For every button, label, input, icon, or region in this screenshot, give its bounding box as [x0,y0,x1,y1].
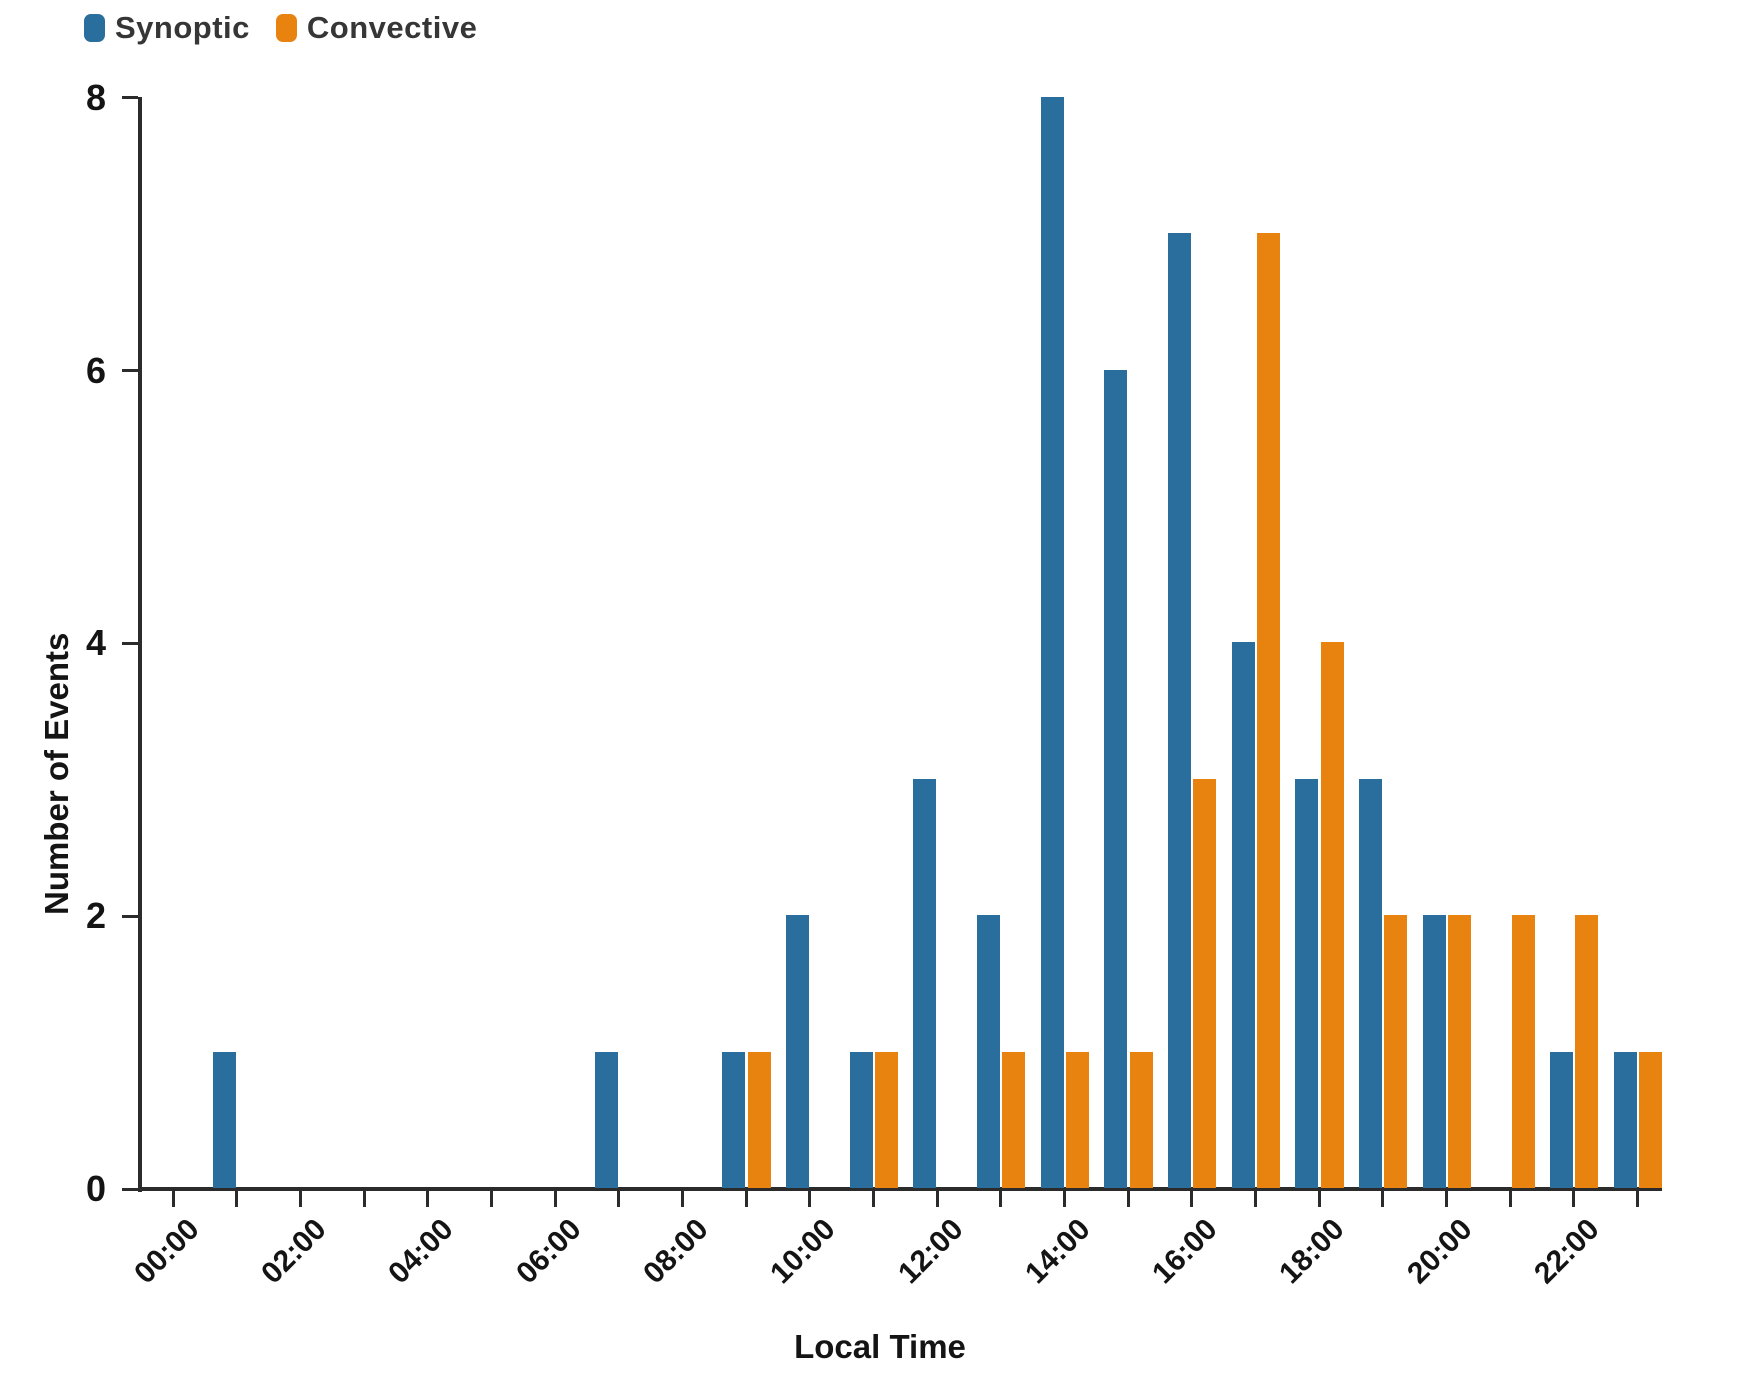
bar-convective-17:00 [1257,233,1281,1188]
y-tick-label: 6 [85,349,106,391]
bar-synoptic-01:00 [213,1051,237,1188]
y-tick-label: 0 [85,1168,106,1209]
legend-item-convective: Convective [275,10,478,46]
bar-synoptic-07:00 [595,1051,619,1188]
x-tick [808,1191,812,1207]
x-tick-label: 00:00 [127,1212,206,1291]
x-tick-label: 22:00 [1528,1212,1606,1291]
y-tick-label: 8 [85,76,106,118]
x-tick [617,1191,621,1207]
x-tick-label: 08:00 [636,1212,715,1291]
bar-synoptic-23:00 [1613,1051,1637,1188]
x-tick-label: 16:00 [1146,1212,1224,1291]
x-tick-label: 14:00 [1018,1212,1097,1291]
bar-convective-19:00 [1384,915,1408,1188]
x-tick-label: 04:00 [382,1212,460,1291]
bar-convective-20:00 [1448,915,1471,1188]
bar-synoptic-13:00 [977,915,1001,1188]
bar-convective-14:00 [1066,1051,1090,1188]
x-tick [1381,1191,1385,1207]
x-tick [744,1191,748,1207]
y-axis-line [138,97,142,1192]
x-tick [935,1191,939,1207]
bar-convective-13:00 [1002,1051,1026,1188]
bar-convective-22:00 [1575,915,1599,1188]
bar-synoptic-15:00 [1104,369,1128,1188]
legend-label-convective: Convective [306,10,478,45]
bar-convective-09:00 [747,1051,771,1188]
legend-label-synoptic: Synoptic [115,10,250,45]
x-tick [426,1191,430,1207]
x-tick [1572,1191,1576,1207]
x-tick [553,1191,557,1207]
bar-convective-11:00 [875,1051,899,1188]
x-tick-label: 20:00 [1400,1212,1479,1291]
y-tick [122,369,138,373]
bar-synoptic-09:00 [722,1051,746,1188]
bar-convective-18:00 [1320,642,1344,1188]
bar-convective-15:00 [1129,1051,1153,1188]
x-tick [1508,1191,1512,1207]
x-tick [235,1191,239,1207]
y-tick [122,641,138,645]
y-tick-label: 4 [85,622,106,664]
bar-convective-21:00 [1511,915,1535,1188]
x-axis-line [138,1187,1662,1191]
x-tick [362,1191,366,1207]
x-tick-label: 02:00 [254,1212,333,1291]
y-tick-label: 2 [85,895,106,937]
legend-item-synoptic: Synoptic [84,10,250,46]
x-tick [1635,1191,1639,1207]
y-axis-title: Number of Events [38,632,75,915]
x-tick [872,1191,876,1207]
bar-synoptic-19:00 [1359,778,1383,1188]
bar-synoptic-11:00 [849,1051,873,1188]
x-tick [1254,1191,1258,1207]
x-tick [999,1191,1003,1207]
x-tick-label: 10:00 [764,1212,842,1291]
y-tick [122,914,138,918]
y-tick [122,96,138,100]
bar-synoptic-18:00 [1295,778,1319,1188]
bar-synoptic-16:00 [1168,233,1192,1188]
x-tick [1445,1191,1448,1207]
x-tick [1317,1191,1321,1207]
bar-convective-23:00 [1638,1051,1662,1188]
convective-swatch-icon [275,14,297,42]
legend: Synoptic Convective [84,10,491,46]
x-tick [299,1191,303,1207]
bar-synoptic-17:00 [1231,642,1255,1188]
x-tick [681,1191,685,1207]
bar-synoptic-10:00 [786,915,810,1188]
x-tick [490,1191,494,1207]
x-axis-title: Local Time [794,1328,966,1365]
x-tick [1063,1191,1067,1207]
x-tick-label: 06:00 [509,1212,588,1291]
bar-synoptic-14:00 [1040,96,1064,1188]
x-tick [1190,1191,1194,1207]
bar-synoptic-20:00 [1422,915,1446,1188]
bar-convective-16:00 [1193,778,1217,1188]
y-tick [122,1187,138,1191]
x-tick [171,1191,175,1207]
bar-synoptic-22:00 [1550,1051,1574,1188]
synoptic-swatch-icon [84,14,105,42]
x-tick-label: 12:00 [891,1212,970,1291]
bar-synoptic-12:00 [913,778,937,1188]
x-tick [1126,1191,1130,1207]
x-tick-label: 18:00 [1273,1212,1352,1291]
